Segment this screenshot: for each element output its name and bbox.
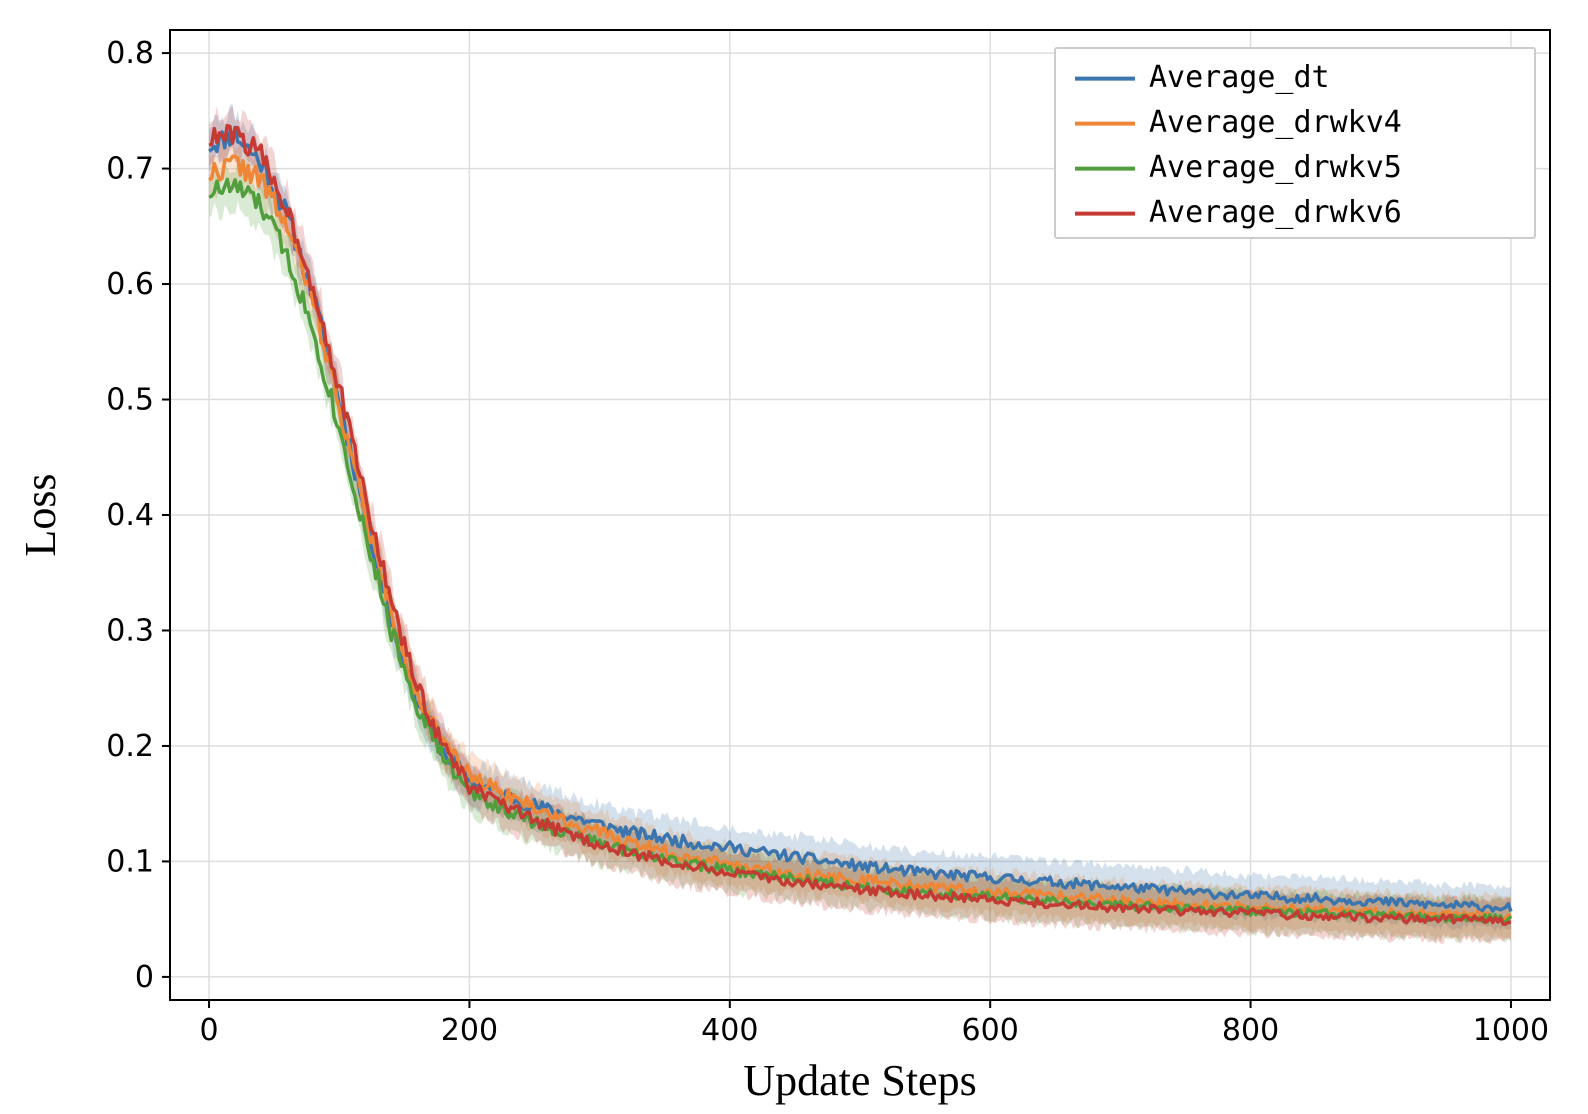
y-axis-label: Loss (16, 473, 65, 556)
x-tick-label: 0 (200, 1013, 219, 1048)
x-tick-label: 800 (1222, 1013, 1279, 1048)
loss-chart: 0 200 400 600 800 1000 0 0.1 0.2 0.3 0.4 0.5 0.6 0.7 0… (0, 0, 1588, 1114)
x-tick-label: 600 (962, 1013, 1019, 1048)
loss-chart-svg: 0 200 400 600 800 1000 0 0.1 0.2 0.3 0.4 0.5 0.6 0.7 0… (0, 0, 1588, 1114)
legend: Average_dt Average_drwkv4 Average_drwkv5 Av… (1055, 48, 1535, 238)
y-tick-label: 0.2 (106, 729, 154, 764)
x-tick-label: 200 (441, 1013, 498, 1048)
y-tick-label: 0.4 (106, 498, 154, 533)
y-tick-label: 0.8 (106, 36, 154, 71)
legend-label: Average_dt (1149, 60, 1330, 95)
y-tick-label: 0.7 (106, 152, 154, 187)
x-axis-label: Update Steps (743, 1056, 976, 1105)
legend-label: Average_drwkv5 (1149, 150, 1402, 185)
x-tick-label: 1000 (1473, 1013, 1549, 1048)
legend-label: Average_drwkv4 (1149, 105, 1402, 140)
y-tick-label: 0.3 (106, 613, 154, 648)
y-tick-label: 0.6 (106, 267, 154, 302)
y-tick-label: 0.5 (106, 383, 154, 418)
y-tick-label: 0 (135, 960, 154, 995)
x-tick-label: 400 (701, 1013, 758, 1048)
y-tick-label: 0.1 (106, 844, 154, 879)
legend-label: Average_drwkv6 (1149, 195, 1402, 230)
